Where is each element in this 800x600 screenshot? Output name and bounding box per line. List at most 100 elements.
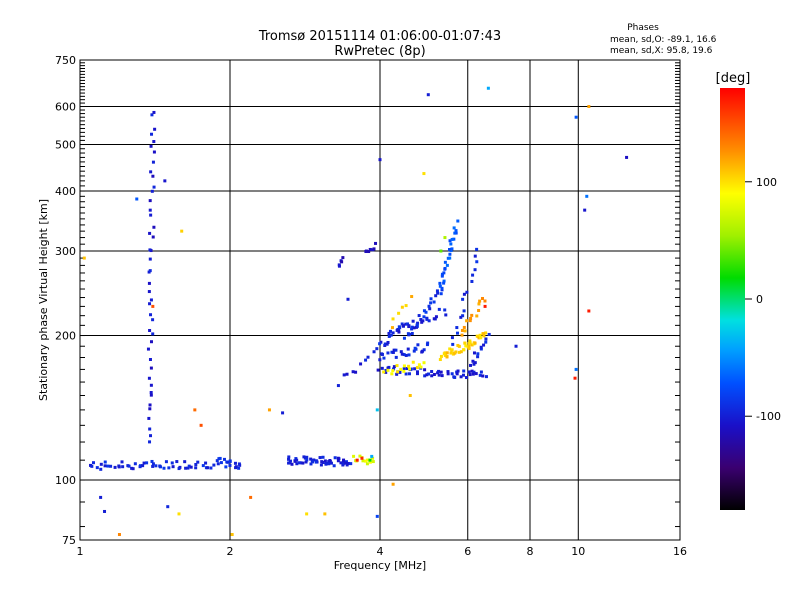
data-point [309,457,313,461]
data-point [329,461,333,465]
data-point [152,185,156,189]
data-point [411,360,415,364]
data-point [287,455,291,459]
data-point [587,309,591,313]
data-point [427,304,431,308]
colorbar-tick-label: -100 [756,410,781,423]
data-point [399,367,403,371]
data-point [304,460,308,464]
data-point [151,174,155,178]
data-point [478,299,482,303]
data-point [442,279,446,283]
data-point [375,408,379,412]
data-point [149,340,153,344]
data-point [453,231,457,235]
data-point [422,348,426,352]
data-point [422,315,426,319]
data-point [394,348,398,352]
data-point [151,235,155,239]
data-point [323,512,327,516]
data-point [415,372,419,376]
data-point [422,309,426,313]
y-tick-label: 400 [55,185,76,198]
data-point [455,372,459,376]
data-point [465,290,469,294]
data-point [364,358,368,362]
data-point [149,313,153,317]
data-point [224,465,228,469]
data-point [448,248,452,252]
data-point [233,461,237,465]
data-point [380,366,384,370]
data-point [305,512,309,516]
data-point [446,370,450,374]
data-point [474,372,478,376]
data-point [449,242,453,246]
data-point [450,247,454,251]
data-point [396,370,400,374]
data-point [454,229,458,233]
data-point [470,313,474,317]
data-point [450,348,454,352]
data-point [439,292,443,296]
data-point [288,459,292,463]
data-point [237,462,241,466]
data-point [453,375,457,379]
data-point [407,364,411,368]
data-point [471,372,475,376]
data-point [462,369,466,373]
data-point [148,403,152,407]
colorbar-tick-label: 0 [756,293,763,306]
data-point [215,459,219,463]
x-axis-label: Frequency [MHz] [334,559,426,572]
data-point [162,466,166,470]
data-point [314,460,318,464]
data-point [342,458,346,462]
data-point [103,509,107,513]
data-point [476,352,480,356]
data-point [427,372,431,376]
data-point [324,462,328,466]
data-point [408,394,412,398]
data-point [411,319,415,323]
data-point [237,466,241,470]
data-point [175,460,179,464]
data-point [151,462,155,466]
data-point [321,455,325,459]
data-point [149,298,153,302]
data-point [196,460,200,464]
data-point [452,237,456,241]
data-point [417,314,421,318]
data-point [391,482,395,486]
data-point [218,456,222,460]
data-point [444,353,448,357]
data-point [437,373,441,377]
data-point [154,464,158,468]
data-point [574,367,578,371]
data-point [103,464,107,468]
data-point [473,254,477,258]
data-point [378,342,382,346]
data-point [219,461,223,465]
data-point [148,328,152,332]
colorbar-tick-labels: 100 0 -100 [745,176,781,423]
colorbar-unit: [deg] [716,71,751,86]
data-point [378,158,382,162]
data-point [475,247,479,251]
data-point [177,467,181,471]
data-point [484,331,488,335]
data-point [443,260,447,264]
data-point [297,461,301,465]
data-point [415,324,419,328]
data-point [392,367,396,371]
y-tick-label: 750 [55,54,76,67]
data-point [133,462,137,466]
data-point [432,300,436,304]
data-point [186,466,190,470]
data-point [294,457,298,461]
data-point [148,357,152,361]
data-point [148,302,152,306]
data-point [468,341,472,345]
data-point [103,460,107,464]
data-point [370,454,374,458]
